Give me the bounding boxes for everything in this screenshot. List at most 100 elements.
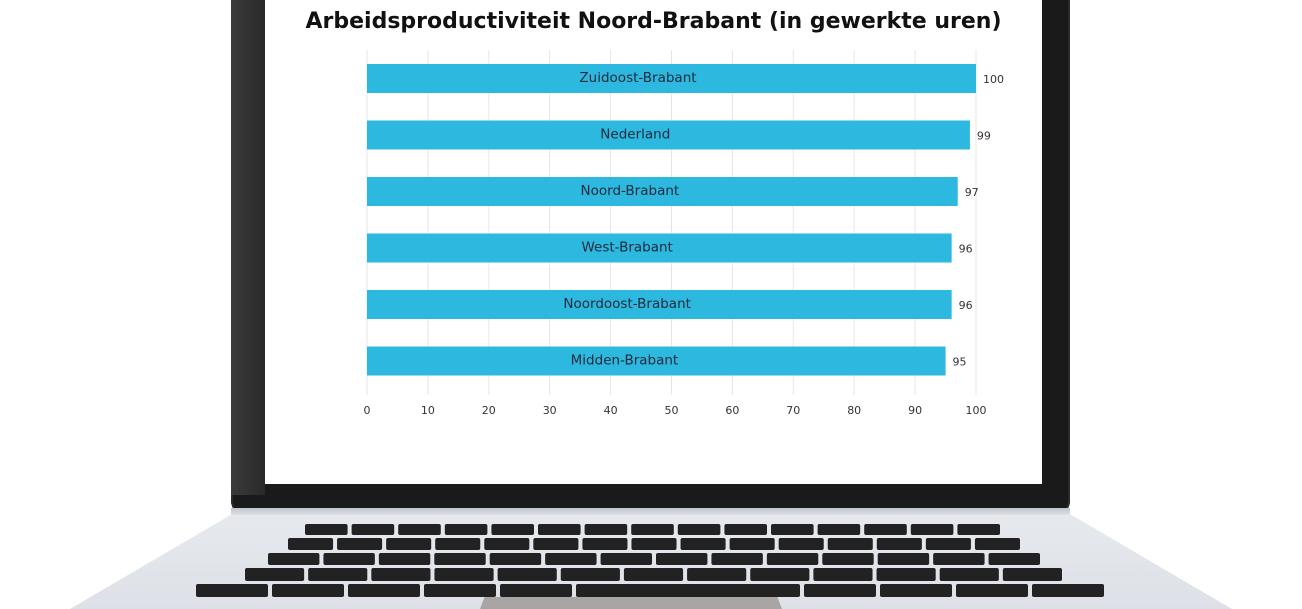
keyboard-key bbox=[956, 584, 1028, 597]
keyboard-key bbox=[631, 524, 674, 535]
keyboard-key bbox=[308, 568, 368, 581]
x-tick-label-2: 20 bbox=[482, 404, 496, 417]
keyboard-key bbox=[771, 524, 814, 535]
keyboard-key bbox=[729, 538, 775, 550]
keyboard-key bbox=[822, 553, 874, 565]
x-tick-label-5: 50 bbox=[665, 404, 679, 417]
x-tick-label-4: 40 bbox=[604, 404, 618, 417]
bar-value-label-4: 96 bbox=[959, 243, 973, 256]
x-tick-label-0: 0 bbox=[364, 404, 371, 417]
x-tick-label-1: 10 bbox=[421, 404, 435, 417]
keyboard-key bbox=[434, 568, 494, 581]
keyboard-key bbox=[876, 568, 936, 581]
keyboard-key bbox=[268, 553, 320, 565]
keyboard-key bbox=[656, 553, 708, 565]
bar-value-label-6: 95 bbox=[953, 356, 967, 369]
keyboard-key bbox=[196, 584, 268, 597]
keyboard-key bbox=[545, 553, 597, 565]
bar-value-label-1: 100 bbox=[983, 73, 1004, 86]
keyboard-key bbox=[817, 524, 861, 535]
keyboard-key bbox=[1032, 584, 1104, 597]
keyboard-key bbox=[497, 568, 557, 581]
bar-category-label-2: Nederland bbox=[600, 127, 670, 143]
keyboard-key bbox=[600, 553, 652, 565]
keyboard-key bbox=[245, 568, 305, 581]
laptop-screen: Arbeidsproductiviteit Noord-Brabant (in … bbox=[265, 0, 1042, 484]
keyboard-key bbox=[305, 524, 348, 535]
keyboard-key bbox=[398, 524, 441, 535]
keyboard-key bbox=[711, 553, 763, 565]
bar-4 bbox=[367, 233, 952, 263]
keyboard-key bbox=[484, 538, 530, 550]
keyboard-key bbox=[533, 538, 579, 550]
keyboard-key bbox=[351, 524, 395, 535]
keyboard-key bbox=[933, 553, 985, 565]
keyboard-key bbox=[925, 538, 971, 550]
keyboard-key bbox=[386, 538, 432, 550]
keyboard-key bbox=[444, 524, 488, 535]
keyboard-key bbox=[491, 524, 534, 535]
bar-value-label-3: 97 bbox=[965, 186, 979, 199]
keyboard-key bbox=[778, 538, 824, 550]
keyboard-key bbox=[323, 553, 375, 565]
bar-category-label-6: Midden-Brabant bbox=[571, 353, 679, 369]
keyboard-key bbox=[560, 568, 620, 581]
keyboard-key bbox=[877, 553, 930, 565]
x-tick-label-6: 60 bbox=[725, 404, 739, 417]
bar-1 bbox=[367, 64, 976, 93]
keyboard-key bbox=[680, 538, 726, 550]
keyboard-key bbox=[584, 524, 628, 535]
keyboard-key bbox=[876, 538, 922, 550]
keyboard-key bbox=[880, 584, 952, 597]
keyboard-key bbox=[957, 524, 1000, 535]
keyboard-key bbox=[582, 538, 628, 550]
bar-3 bbox=[367, 177, 958, 206]
keyboard-key bbox=[348, 584, 420, 597]
keyboard-key bbox=[974, 538, 1020, 550]
x-tick-label-8: 80 bbox=[847, 404, 861, 417]
bar-category-label-3: Noord-Brabant bbox=[581, 183, 680, 199]
keyboard-key bbox=[827, 538, 873, 550]
keyboard-key bbox=[623, 568, 684, 581]
bar-6 bbox=[367, 346, 946, 376]
x-tick-label-10: 100 bbox=[966, 404, 987, 417]
bar-chart: 0 10 20 30 40 50 60 70 80 90 100 Zuidoost-Brabant 10… bbox=[364, 50, 1004, 417]
keyboard-key bbox=[538, 524, 581, 535]
keyboard-key bbox=[766, 553, 819, 565]
bar-2 bbox=[367, 120, 970, 150]
bar-value-label-5: 96 bbox=[959, 299, 973, 312]
keyboard-key bbox=[434, 553, 486, 565]
bar-value-label-2: 99 bbox=[977, 130, 991, 143]
keyboard-key bbox=[804, 584, 876, 597]
keyboard-key bbox=[435, 538, 481, 550]
keyboard-key bbox=[1002, 568, 1062, 581]
x-tick-label-7: 70 bbox=[786, 404, 800, 417]
bezel-sheen bbox=[231, 0, 265, 495]
keyboard-key bbox=[677, 524, 721, 535]
keyboard-key bbox=[813, 568, 873, 581]
bar-5 bbox=[367, 290, 952, 319]
chart-title: Arbeidsproductiviteit Noord-Brabant (in … bbox=[305, 9, 1002, 34]
keyboard-key bbox=[939, 568, 999, 581]
keyboard-key bbox=[378, 553, 431, 565]
keyboard-key bbox=[337, 538, 383, 550]
keyboard-key bbox=[750, 568, 810, 581]
keyboard-key bbox=[424, 584, 496, 597]
keyboard-key bbox=[500, 584, 572, 597]
keyboard-key bbox=[988, 553, 1040, 565]
keyboard-key bbox=[687, 568, 747, 581]
laptop-hinge bbox=[231, 508, 1070, 516]
trackpad bbox=[480, 597, 782, 609]
x-tick-label-9: 90 bbox=[908, 404, 922, 417]
keyboard-key bbox=[631, 538, 677, 550]
keyboard-key bbox=[371, 568, 431, 581]
keyboard-key bbox=[864, 524, 907, 535]
keyboard-key bbox=[272, 584, 344, 597]
x-tick-label-3: 30 bbox=[543, 404, 557, 417]
keyboard-key bbox=[724, 524, 767, 535]
keyboard-key bbox=[576, 584, 800, 597]
keyboard-key bbox=[288, 538, 334, 550]
keyboard-key bbox=[910, 524, 954, 535]
bar-category-label-1: Zuidoost-Brabant bbox=[579, 70, 696, 86]
